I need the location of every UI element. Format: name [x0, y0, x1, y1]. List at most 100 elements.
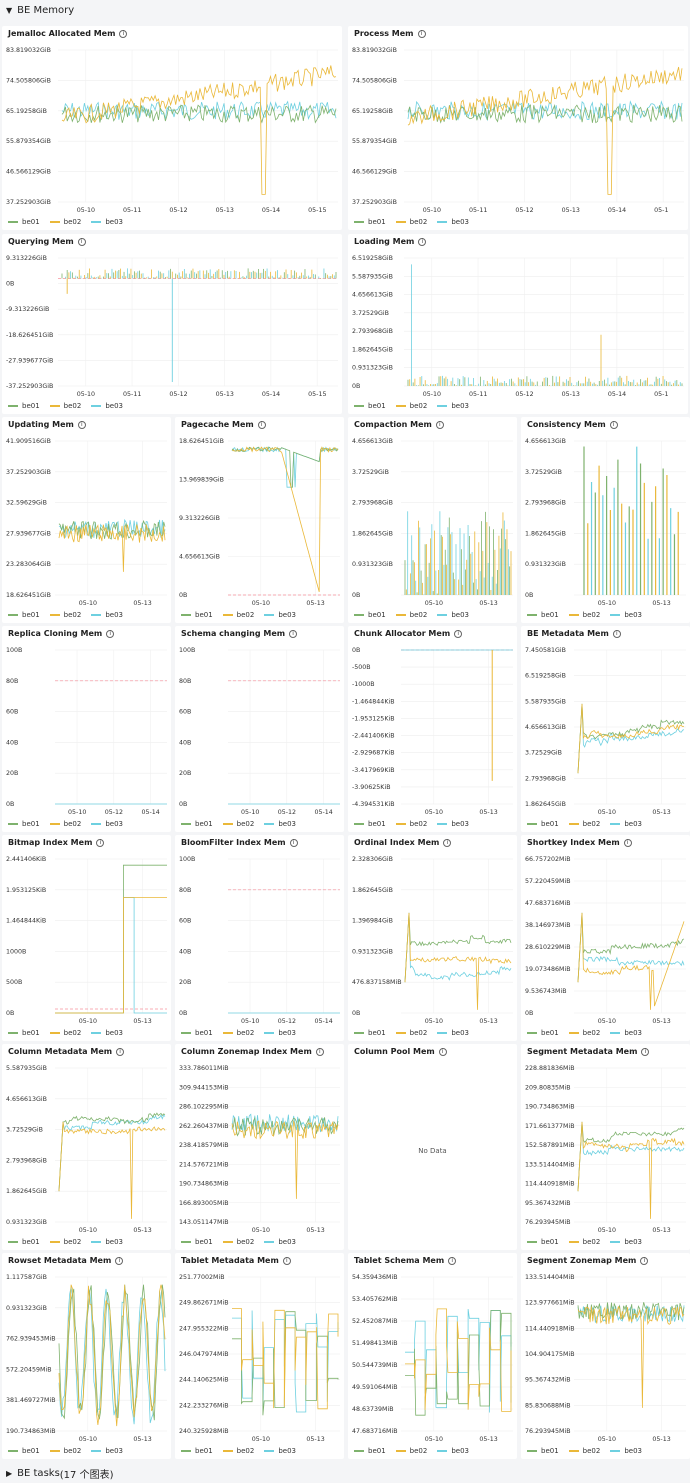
legend-item[interactable]: be03	[91, 1029, 123, 1037]
info-icon[interactable]: i	[623, 839, 632, 847]
legend-item[interactable]: be01	[354, 402, 386, 410]
info-icon[interactable]: i	[443, 839, 452, 847]
info-icon[interactable]: i	[640, 1257, 649, 1265]
info-icon[interactable]: i	[96, 839, 105, 847]
legend-item[interactable]: be03	[264, 1029, 296, 1037]
info-icon[interactable]: i	[257, 421, 266, 429]
legend-item[interactable]: be03	[91, 402, 123, 410]
legend-item[interactable]: be01	[181, 1029, 213, 1037]
expand-caret-icon[interactable]: ▶	[6, 1468, 13, 1478]
legend-item[interactable]: be03	[437, 1029, 469, 1037]
panel-compaction-mem[interactable]: Compaction Mem i 4.656613GiB 3.72529GiB 2.79…	[348, 417, 517, 623]
chart-plot[interactable]: 5.587935GiB 4.656613GiB 3.72529GiB 2.793968…	[2, 1044, 171, 1250]
legend-item[interactable]: be03	[264, 1238, 296, 1246]
chart-plot[interactable]: 2.441406KiB 1.953125KiB 1.464844KiB 1000B 50…	[2, 835, 171, 1041]
panel-updating-mem[interactable]: Updating Mem i 41.909516GiB 37.252903GiB 32.…	[2, 417, 171, 623]
legend-item[interactable]: be02	[49, 611, 81, 619]
legend-item[interactable]: be02	[395, 1447, 427, 1455]
panel-loading-mem[interactable]: Loading Mem i 6.519258GiB 5.587935GiB 4.6566…	[348, 234, 688, 414]
legend-item[interactable]: be03	[91, 1238, 123, 1246]
info-icon[interactable]: i	[609, 421, 618, 429]
legend-item[interactable]: be01	[8, 1029, 40, 1037]
chart-plot[interactable]: 333.786011MiB 309.944153MiB 286.102295MiB 2…	[175, 1044, 344, 1250]
legend-item[interactable]: be03	[437, 1447, 469, 1455]
info-icon[interactable]: i	[119, 30, 128, 38]
legend-item[interactable]: be03	[91, 611, 123, 619]
chart-plot[interactable]: 100B 80B 60B 40B 20B 0B 05-10 05-12 05-14	[2, 626, 171, 832]
legend-item[interactable]: be02	[222, 820, 254, 828]
legend-item[interactable]: be02	[222, 1238, 254, 1246]
legend-item[interactable]: be03	[610, 820, 642, 828]
panel-segment-zonemap-mem[interactable]: Segment Zonemap Mem i 133.514404MiB 123.977…	[521, 1253, 690, 1459]
legend-item[interactable]: be03	[437, 218, 469, 226]
chart-plot[interactable]: 6.519258GiB 5.587935GiB 4.656613GiB 3.72529…	[348, 234, 688, 414]
legend-item[interactable]: be01	[354, 1029, 386, 1037]
panel-replica-cloning-mem[interactable]: Replica Cloning Mem i 100B 80B 60B 40B 20B 0B 05…	[2, 626, 171, 832]
chart-plot[interactable]: 66.757202MiB 57.220459MiB 47.683716MiB 38.1…	[521, 835, 690, 1041]
legend-item[interactable]: be02	[49, 820, 81, 828]
info-icon[interactable]: i	[448, 1257, 457, 1265]
chart-plot[interactable]: 100B 80B 60B 40B 20B 0B 05-10 05-12 05-14	[175, 835, 344, 1041]
panel-shortkey-index-mem[interactable]: Shortkey Index Mem i 66.757202MiB 57.220459…	[521, 835, 690, 1041]
chart-plot[interactable]: 54.359436MiB 53.405762MiB 52.452087MiB 51.4…	[348, 1253, 517, 1459]
legend-item[interactable]: be01	[527, 1029, 559, 1037]
legend-item[interactable]: be02	[395, 820, 427, 828]
legend-item[interactable]: be02	[395, 218, 427, 226]
info-icon[interactable]: i	[77, 238, 86, 246]
legend-item[interactable]: be02	[222, 1447, 254, 1455]
legend-item[interactable]: be02	[49, 1238, 81, 1246]
legend-item[interactable]: be01	[527, 820, 559, 828]
legend-item[interactable]: be02	[49, 218, 81, 226]
legend-item[interactable]: be03	[264, 820, 296, 828]
legend-item[interactable]: be01	[181, 611, 213, 619]
legend-item[interactable]: be01	[8, 402, 40, 410]
legend-item[interactable]: be02	[395, 611, 427, 619]
panel-querying-mem[interactable]: Querying Mem i 9.313226GiB 0B -9.313226GiB -1…	[2, 234, 342, 414]
legend-item[interactable]: be02	[568, 611, 600, 619]
info-icon[interactable]: i	[438, 1048, 447, 1056]
chart-plot[interactable]: 4.656613GiB 3.72529GiB 2.793968GiB 1.862645…	[348, 417, 517, 623]
chart-plot[interactable]: 133.514404MiB 123.977661MiB 114.440918MiB 1…	[521, 1253, 690, 1459]
chart-plot[interactable]: 228.881836MiB 209.80835MiB 190.734863MiB 17…	[521, 1044, 690, 1250]
info-icon[interactable]: i	[106, 630, 115, 638]
panel-segment-metadata-mem[interactable]: Segment Metadata Mem i 228.881836MiB 209.80…	[521, 1044, 690, 1250]
chart-plot[interactable]: 251.77002MiB 249.862671MiB 247.955322MiB 24…	[175, 1253, 344, 1459]
chart-plot[interactable]: 100B 80B 60B 40B 20B 0B 05-10 05-12 05-14	[175, 626, 344, 832]
panel-column-zonemap-index-mem[interactable]: Column Zonemap Index Mem i 333.786011MiB 30…	[175, 1044, 344, 1250]
legend-item[interactable]: be01	[527, 1447, 559, 1455]
info-icon[interactable]: i	[435, 421, 444, 429]
legend-item[interactable]: be02	[568, 820, 600, 828]
chart-plot[interactable]: 1.117587GiB 0.931323GiB 762.939453MiB 572.2…	[2, 1253, 171, 1459]
legend-item[interactable]: be03	[610, 1447, 642, 1455]
legend-item[interactable]: be01	[354, 611, 386, 619]
panel-ordinal-index-mem[interactable]: Ordinal Index Mem i 2.328306GiB 1.862645GiB…	[348, 835, 517, 1041]
panel-chunk-allocator-mem[interactable]: Chunk Allocator Mem i 0B -500B -1000B -1.4648…	[348, 626, 517, 832]
legend-item[interactable]: be03	[610, 1029, 642, 1037]
legend-item[interactable]: be01	[8, 611, 40, 619]
panel-be-metadata-mem[interactable]: BE Metadata Mem i 7.450581GiB 6.519258GiB 5.…	[521, 626, 690, 832]
chart-plot[interactable]: 83.819032GiB 74.505806GiB 65.19258GiB 55.87…	[348, 26, 688, 230]
legend-item[interactable]: be02	[568, 1447, 600, 1455]
info-icon[interactable]: i	[115, 1257, 124, 1265]
info-icon[interactable]: i	[77, 421, 86, 429]
chart-plot[interactable]: 83.819032GiB 74.505806GiB 65.19258GiB 55.87…	[2, 26, 342, 230]
legend-item[interactable]: be02	[568, 1238, 600, 1246]
legend-item[interactable]: be02	[49, 1447, 81, 1455]
panel-consistency-mem[interactable]: Consistency Mem i 4.656613GiB 3.72529GiB 2.7…	[521, 417, 690, 623]
legend-item[interactable]: be03	[437, 820, 469, 828]
info-icon[interactable]: i	[417, 30, 426, 38]
chart-plot[interactable]: 0B -500B -1000B -1.464844KiB -1.953125KiB -2.…	[348, 626, 517, 832]
legend-item[interactable]: be03	[91, 218, 123, 226]
legend-item[interactable]: be02	[49, 402, 81, 410]
be-tasks-header[interactable]: ▶ BE tasks (17 个图表)	[0, 1463, 690, 1483]
panel-pagecache-mem[interactable]: Pagecache Mem i 18.626451GiB 13.969839GiB 9.…	[175, 417, 344, 623]
legend-item[interactable]: be01	[354, 1447, 386, 1455]
chart-plot[interactable]: 7.450581GiB 6.519258GiB 5.587935GiB 4.65661…	[521, 626, 690, 832]
info-icon[interactable]: i	[282, 1257, 291, 1265]
legend-item[interactable]: be03	[610, 1238, 642, 1246]
legend-item[interactable]: be02	[395, 402, 427, 410]
legend-item[interactable]: be02	[222, 611, 254, 619]
legend-item[interactable]: be03	[264, 611, 296, 619]
panel-schema-changing-mem[interactable]: Schema changing Mem i 100B 80B 60B 40B 20B 0B 05…	[175, 626, 344, 832]
info-icon[interactable]: i	[454, 630, 463, 638]
